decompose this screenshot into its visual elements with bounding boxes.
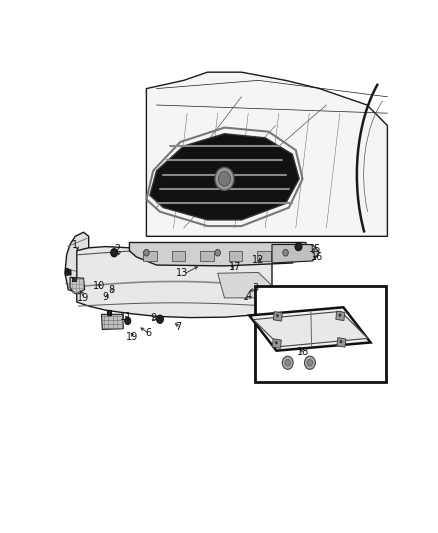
Circle shape [111,248,117,257]
Bar [143,251,157,261]
Text: 7: 7 [176,322,182,333]
Text: 3: 3 [252,282,258,293]
Text: 8: 8 [109,285,115,295]
Text: 9: 9 [150,312,156,322]
Circle shape [282,356,293,369]
Polygon shape [272,245,320,263]
Text: 10: 10 [93,280,105,290]
Bar [286,251,299,261]
Circle shape [215,249,220,256]
Circle shape [283,249,288,256]
Circle shape [144,249,149,256]
Circle shape [275,341,278,344]
Polygon shape [70,277,85,294]
Circle shape [339,313,341,317]
Text: 4: 4 [245,291,251,301]
Circle shape [276,314,279,317]
Text: 12: 12 [251,255,264,265]
Text: 16: 16 [311,252,323,262]
Polygon shape [146,72,387,236]
Text: 6: 6 [145,328,151,338]
Polygon shape [150,134,299,220]
Text: 1: 1 [72,239,78,249]
Text: 13: 13 [176,268,188,278]
Polygon shape [66,268,71,276]
Bar [172,251,185,261]
Bar [72,277,76,281]
Circle shape [157,315,163,324]
Circle shape [304,356,315,369]
Circle shape [219,172,230,186]
Circle shape [339,340,343,343]
Text: 9: 9 [102,292,108,302]
Circle shape [295,243,302,251]
Bar [200,251,214,261]
Text: 15: 15 [309,245,321,254]
Text: 19: 19 [126,332,138,342]
Bar [255,286,386,382]
Circle shape [125,317,131,325]
Circle shape [215,167,234,190]
Polygon shape [130,243,306,266]
Polygon shape [218,272,272,298]
Text: 5: 5 [64,268,70,278]
Bar [229,251,242,261]
Polygon shape [249,308,371,351]
Text: 2: 2 [114,245,121,254]
Bar [107,310,111,315]
Circle shape [285,359,290,366]
Text: 11: 11 [120,312,132,322]
Text: 19: 19 [77,293,89,303]
Text: 17: 17 [229,262,241,272]
Polygon shape [77,247,272,318]
Circle shape [307,359,313,366]
Bar [272,339,281,348]
Bar [336,311,345,321]
Polygon shape [65,232,88,292]
Bar [337,337,346,347]
Polygon shape [253,311,368,346]
Bar [273,312,283,321]
Bar [257,251,271,261]
Text: 18: 18 [297,347,309,357]
Polygon shape [102,314,124,329]
